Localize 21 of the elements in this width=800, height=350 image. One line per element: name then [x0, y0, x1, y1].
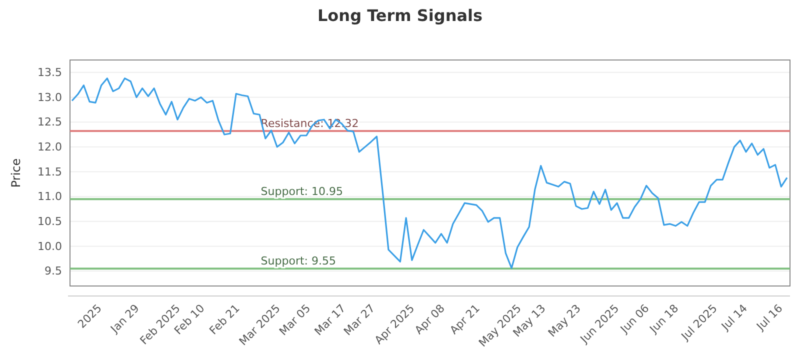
- y-tick-label: 13.0: [38, 90, 62, 104]
- y-tick-label: 12.0: [38, 140, 62, 154]
- ref-line-label: Support: 10.95: [260, 185, 343, 198]
- x-tick-label: Apr 21: [447, 302, 482, 337]
- x-tick-label: Jan 29: [108, 302, 142, 336]
- x-tick-label: Jul 16: [753, 302, 786, 334]
- y-tick-label: 10.0: [38, 240, 62, 253]
- y-tick-label: 13.5: [38, 66, 62, 79]
- line-series: [71, 78, 788, 269]
- y-tick-label: 12.5: [38, 116, 62, 129]
- x-tick-label: Jul 14: [718, 302, 750, 334]
- chart-title: Long Term Signals: [317, 6, 483, 25]
- y-tick-label: 10.5: [38, 214, 62, 228]
- ref-line-label: Support: 9.55: [260, 254, 336, 268]
- x-tick-label: Apr 08: [412, 302, 448, 337]
- x-tick-label: Jun 18: [646, 302, 682, 336]
- x-tick-label: Feb 21: [206, 302, 242, 338]
- y-tick-label: 9.5: [44, 264, 62, 278]
- y-tick-label: 11.0: [38, 190, 62, 204]
- y-axis-title: Price: [9, 158, 23, 188]
- y-tick-label: 11.5: [38, 165, 62, 178]
